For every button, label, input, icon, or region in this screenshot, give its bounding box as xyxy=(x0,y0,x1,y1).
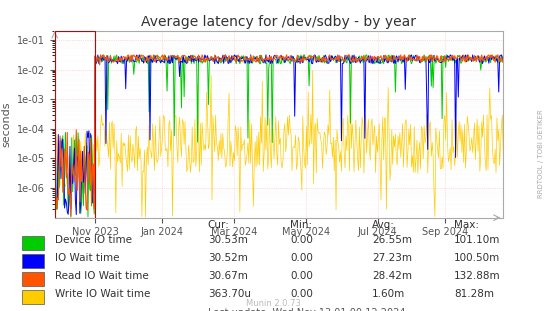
Text: 30.67m: 30.67m xyxy=(208,272,248,281)
Text: 0.00: 0.00 xyxy=(290,290,313,299)
Text: 0.00: 0.00 xyxy=(290,253,313,263)
Bar xyxy=(22,272,44,286)
Text: 0.00: 0.00 xyxy=(290,235,313,245)
Bar xyxy=(22,254,44,268)
Text: 101.10m: 101.10m xyxy=(454,235,501,245)
Text: Write IO Wait time: Write IO Wait time xyxy=(55,290,150,299)
Bar xyxy=(22,290,44,304)
Text: Avg:: Avg: xyxy=(372,220,395,230)
Text: 132.88m: 132.88m xyxy=(454,272,501,281)
Title: Average latency for /dev/sdby - by year: Average latency for /dev/sdby - by year xyxy=(142,15,416,29)
Text: Device IO time: Device IO time xyxy=(55,235,132,245)
Text: 26.55m: 26.55m xyxy=(372,235,412,245)
Text: 363.70u: 363.70u xyxy=(208,290,251,299)
Text: 1.60m: 1.60m xyxy=(372,290,405,299)
Text: 30.53m: 30.53m xyxy=(208,235,248,245)
Bar xyxy=(55,31,95,218)
Bar xyxy=(22,236,44,250)
Text: 81.28m: 81.28m xyxy=(454,290,494,299)
Text: IO Wait time: IO Wait time xyxy=(55,253,119,263)
Text: Max:: Max: xyxy=(454,220,479,230)
Text: RRDTOOL / TOBI OETIKER: RRDTOOL / TOBI OETIKER xyxy=(538,109,544,197)
Text: Cur:: Cur: xyxy=(208,220,230,230)
Text: 100.50m: 100.50m xyxy=(454,253,501,263)
Text: Read IO Wait time: Read IO Wait time xyxy=(55,272,148,281)
Y-axis label: seconds: seconds xyxy=(2,102,11,147)
Text: 27.23m: 27.23m xyxy=(372,253,412,263)
Text: 0.00: 0.00 xyxy=(290,272,313,281)
Text: Min:: Min: xyxy=(290,220,312,230)
Text: 28.42m: 28.42m xyxy=(372,272,412,281)
Text: Munin 2.0.73: Munin 2.0.73 xyxy=(246,299,301,308)
Text: 30.52m: 30.52m xyxy=(208,253,248,263)
Text: Last update: Wed Nov 13 01:00:12 2024: Last update: Wed Nov 13 01:00:12 2024 xyxy=(208,308,405,311)
